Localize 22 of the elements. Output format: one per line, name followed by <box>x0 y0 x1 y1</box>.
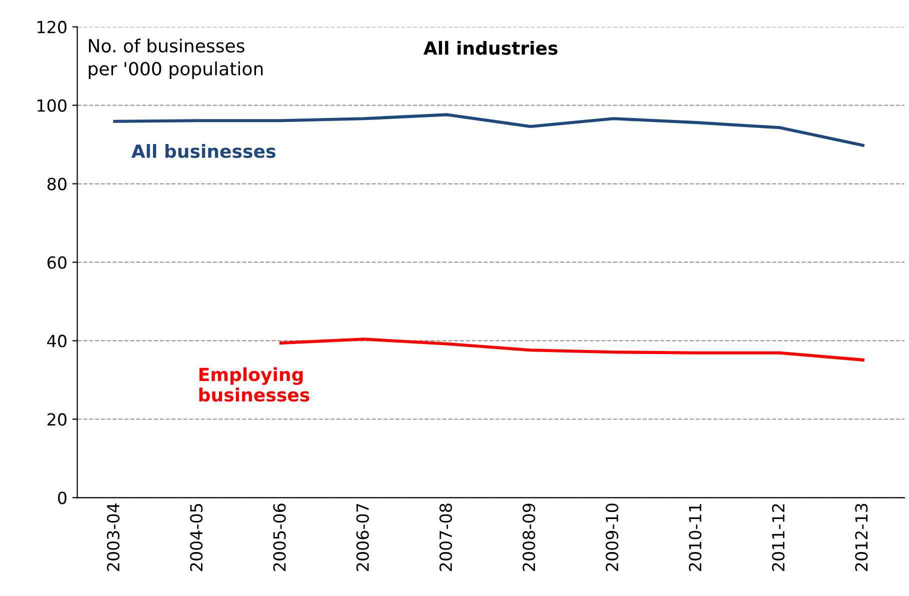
y-tick-label: 80 <box>47 178 66 190</box>
x-tick-label: 2004-05 <box>190 504 203 571</box>
x-tick-label: 2009-10 <box>606 504 618 571</box>
x-tick-label: 2007-08 <box>439 504 452 571</box>
x-tick-label: 2008-09 <box>522 504 536 571</box>
y-tick-label: 20 <box>48 413 66 426</box>
x-tick-label: 2012-13 <box>855 504 868 571</box>
x-tick-label: 2011-12 <box>772 504 785 571</box>
y-tick-label: 0 <box>58 492 66 504</box>
x-tick-label: 2010-11 <box>688 504 702 571</box>
x-tick-label: 2003-04 <box>106 503 120 571</box>
y-tick-label: 100 <box>38 99 66 112</box>
y-tick-label: 120 <box>38 20 66 34</box>
series-label: Employing businesses <box>199 367 310 402</box>
x-tick-label: 2005-06 <box>273 504 286 571</box>
text: All industries <box>423 40 558 55</box>
y-tick-label: 40 <box>47 334 66 348</box>
line-series <box>279 338 864 362</box>
series-label: All businesses <box>131 144 276 158</box>
x-tick-label: 2006-07 <box>356 504 369 571</box>
y-axis-title: No. of businesses per '000 population <box>88 38 263 80</box>
y-tick-label: 60 <box>48 256 66 269</box>
